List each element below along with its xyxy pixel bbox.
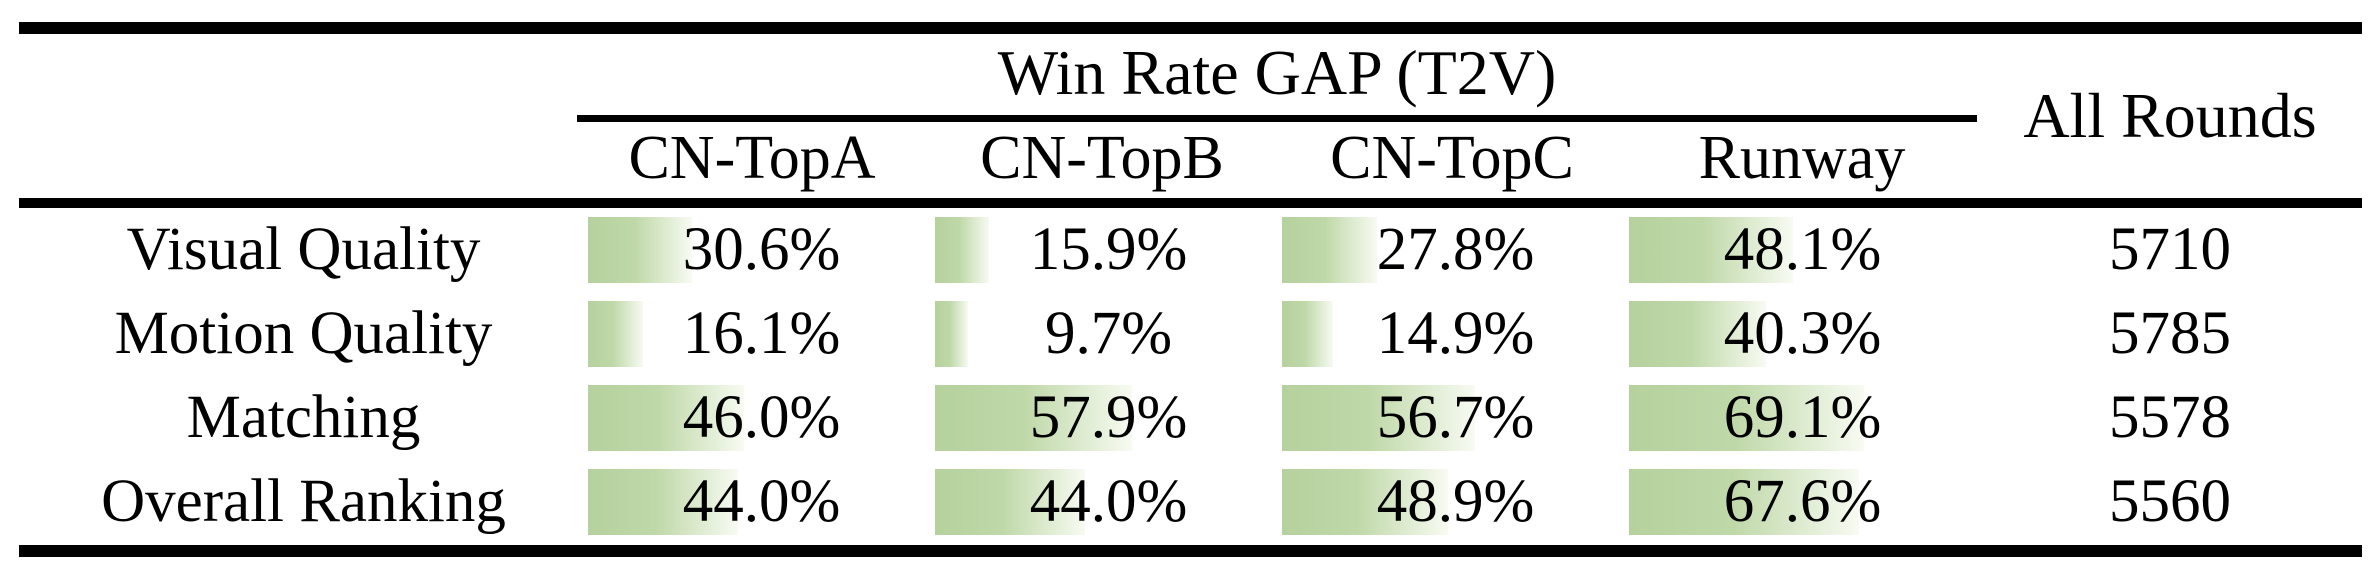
- table-row: Overall Ranking 44.0% 44.0% 48.9% 67.6% 5560: [0, 460, 2376, 544]
- bottom-rule: [19, 545, 2362, 557]
- all-rounds-column-header: All Rounds: [2023, 80, 2317, 151]
- win-rate-data-bar: [1629, 217, 1793, 283]
- percent-value: 56.7%: [1376, 384, 1535, 451]
- win-rate-data-bar: [1282, 469, 1448, 535]
- win-rate-data-bar: [935, 469, 1085, 535]
- percent-value: 14.9%: [1376, 300, 1535, 367]
- win-rate-data-bar: [588, 217, 692, 283]
- win-rate-cell: 15.9%: [935, 208, 1282, 292]
- win-rate-cell: 27.8%: [1282, 208, 1629, 292]
- table-row: Visual Quality 30.6% 15.9% 27.8% 48.1% 5710: [0, 208, 2376, 292]
- top-rule: [19, 22, 2362, 34]
- table-row: Motion Quality 16.1% 9.7% 14.9% 40.3% 5785: [0, 292, 2376, 376]
- all-rounds-value: 5785: [2109, 300, 2231, 367]
- percent-value: 16.1%: [682, 300, 841, 367]
- win-rate-cell: 44.0%: [935, 460, 1282, 544]
- win-rate-data-bar: [1282, 301, 1333, 367]
- percent-value: 44.0%: [1029, 468, 1188, 535]
- win-rate-cell: 16.1%: [588, 292, 935, 376]
- all-rounds-value: 5578: [2109, 384, 2231, 451]
- all-rounds-value: 5710: [2109, 216, 2231, 283]
- percent-value: 46.0%: [682, 384, 841, 451]
- column-header-runway: Runway: [1698, 124, 1906, 192]
- group-header-title: Win Rate GAP (T2V): [997, 37, 1557, 108]
- percent-value: 57.9%: [1029, 384, 1188, 451]
- win-rate-cell: 67.6%: [1629, 460, 1976, 544]
- win-rate-cell: 44.0%: [588, 460, 935, 544]
- row-label: Matching: [186, 384, 421, 451]
- win-rate-cell: 9.7%: [935, 292, 1282, 376]
- percent-value: 67.6%: [1723, 468, 1882, 535]
- percent-value: 30.6%: [682, 216, 841, 283]
- win-rate-data-bar: [1629, 385, 1864, 451]
- win-rate-data-bar: [935, 385, 1132, 451]
- column-header-cn-topa: CN-TopA: [628, 124, 876, 192]
- row-label: Overall Ranking: [101, 468, 506, 535]
- win-rate-data-bar: [1629, 469, 1859, 535]
- win-rate-cell: 40.3%: [1629, 292, 1976, 376]
- column-header-cn-topc: CN-TopC: [1330, 124, 1574, 192]
- column-header-cn-topb: CN-TopB: [980, 124, 1224, 192]
- win-rate-cell: 46.0%: [588, 376, 935, 460]
- percent-value: 27.8%: [1376, 216, 1535, 283]
- percent-value: 69.1%: [1723, 384, 1882, 451]
- win-rate-data-bar: [1282, 217, 1377, 283]
- all-rounds-value: 5560: [2109, 468, 2231, 535]
- percent-value: 40.3%: [1723, 300, 1882, 367]
- table-row: Matching 46.0% 57.9% 56.7% 69.1% 5578: [0, 376, 2376, 460]
- percent-value: 9.7%: [1044, 300, 1173, 367]
- win-rate-data-bar: [588, 301, 643, 367]
- win-rate-cell: 57.9%: [935, 376, 1282, 460]
- percent-value: 48.1%: [1723, 216, 1882, 283]
- win-rate-cell: 56.7%: [1282, 376, 1629, 460]
- group-underline-rule: [577, 115, 1977, 122]
- percent-value: 48.9%: [1376, 468, 1535, 535]
- win-rate-cell: 14.9%: [1282, 292, 1629, 376]
- win-rate-cell: 30.6%: [588, 208, 935, 292]
- win-rate-cell: 48.1%: [1629, 208, 1976, 292]
- win-rate-data-bar: [588, 469, 738, 535]
- win-rate-data-bar: [1282, 385, 1475, 451]
- win-rate-data-bar: [1629, 301, 1766, 367]
- header-bottom-rule: [19, 198, 2362, 208]
- row-label: Visual Quality: [126, 216, 481, 283]
- win-rate-cell: 69.1%: [1629, 376, 1976, 460]
- win-rate-cell: 48.9%: [1282, 460, 1629, 544]
- percent-value: 44.0%: [682, 468, 841, 535]
- percent-value: 15.9%: [1029, 216, 1188, 283]
- row-label: Motion Quality: [114, 300, 493, 367]
- win-rate-data-bar: [935, 301, 968, 367]
- win-rate-data-bar: [935, 217, 989, 283]
- win-rate-data-bar: [588, 385, 744, 451]
